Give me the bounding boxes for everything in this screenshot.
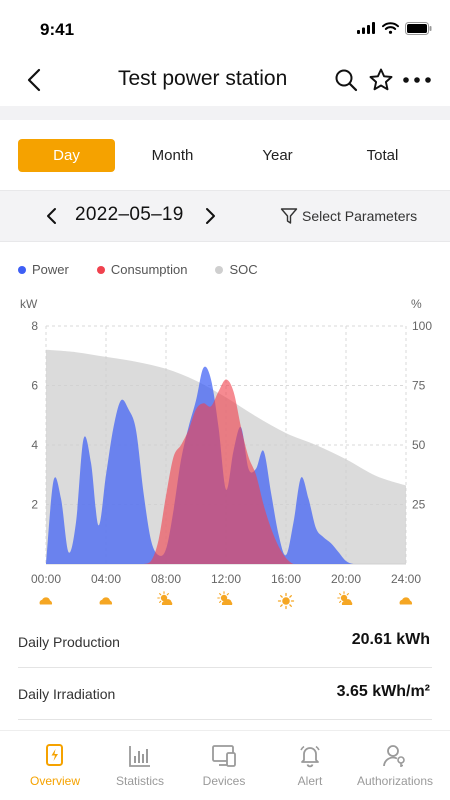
nav-overview[interactable]: Overview bbox=[10, 743, 100, 788]
filter-icon bbox=[280, 208, 298, 224]
nav-devices[interactable]: Devices bbox=[179, 743, 269, 788]
stats-list: Daily Production 20.61 kWh Daily Irradia… bbox=[18, 616, 432, 720]
legend-item-soc[interactable]: SOC bbox=[215, 262, 258, 277]
section-divider bbox=[0, 106, 450, 120]
cloudy-icon bbox=[99, 597, 113, 605]
status-icons bbox=[357, 20, 432, 36]
partly-sunny-icon bbox=[217, 591, 233, 605]
x-tick-label: 20:00 bbox=[331, 572, 361, 586]
y-right-tick-label: 50 bbox=[412, 438, 426, 452]
select-parameters-label: Select Parameters bbox=[302, 208, 418, 224]
nav-bar: Test power station bbox=[0, 54, 450, 106]
legend-label-soc: SOC bbox=[229, 262, 258, 277]
chart-legend: Power Consumption SOC bbox=[18, 262, 286, 277]
status-bar: 9:41 bbox=[0, 0, 450, 54]
stat-row-daily-irradiation: Daily Irradiation 3.65 kWh/m² bbox=[18, 668, 432, 720]
cloudy-icon bbox=[399, 597, 413, 605]
next-date-button[interactable] bbox=[200, 205, 220, 227]
more-options-icon[interactable] bbox=[402, 68, 432, 92]
sunny-icon bbox=[277, 592, 295, 610]
power-chart[interactable]: kW % 8 6 4 2 100 75 50 25 00:00 04:00 08:00 12:00 16:0… bbox=[0, 292, 450, 616]
devices-icon bbox=[212, 745, 236, 767]
x-tick-label: 24:00 bbox=[391, 572, 421, 586]
y-left-tick-label: 2 bbox=[31, 498, 38, 512]
nav-label: Overview bbox=[29, 774, 80, 788]
y-left-tick-label: 4 bbox=[31, 438, 38, 452]
tab-year[interactable]: Year bbox=[262, 147, 293, 164]
bell-icon bbox=[300, 745, 320, 768]
partly-sunny-icon bbox=[337, 591, 353, 605]
overview-icon bbox=[46, 744, 63, 766]
legend-label-power: Power bbox=[32, 262, 69, 277]
stat-row-daily-production: Daily Production 20.61 kWh bbox=[18, 616, 432, 668]
cellular-signal-icon bbox=[357, 22, 375, 34]
y-right-axis-unit: % bbox=[411, 297, 422, 311]
legend-item-consumption[interactable]: Consumption bbox=[96, 262, 188, 277]
legend-dot-consumption bbox=[96, 265, 105, 274]
y-right-tick-label: 25 bbox=[412, 498, 426, 512]
wifi-icon bbox=[382, 22, 399, 34]
select-parameters-button[interactable]: Select Parameters bbox=[280, 205, 417, 227]
stat-label: Daily Irradiation bbox=[18, 686, 116, 702]
search-icon[interactable] bbox=[334, 68, 358, 92]
period-tabs: Day Month Year Total bbox=[0, 120, 450, 190]
x-tick-label: 04:00 bbox=[91, 572, 121, 586]
y-right-tick-label: 100 bbox=[412, 319, 432, 333]
x-tick-label: 08:00 bbox=[151, 572, 181, 586]
y-left-tick-label: 8 bbox=[31, 319, 38, 333]
nav-label: Authorizations bbox=[356, 774, 434, 788]
previous-date-button[interactable] bbox=[42, 205, 62, 227]
nav-statistics[interactable]: Statistics bbox=[95, 743, 185, 788]
legend-label-consumption: Consumption bbox=[110, 262, 188, 277]
page-title: Test power station bbox=[118, 67, 288, 90]
bottom-navigation: Overview Statistics Devices Alert bbox=[0, 730, 450, 800]
nav-label: Statistics bbox=[115, 774, 164, 788]
date-selector: 2022–05–19 Select Parameters bbox=[0, 190, 450, 242]
stat-value: 3.65 kWh/m² bbox=[336, 683, 430, 700]
back-button[interactable] bbox=[20, 66, 48, 94]
y-left-axis-unit: kW bbox=[20, 297, 38, 311]
x-tick-label: 00:00 bbox=[31, 572, 61, 586]
user-key-icon bbox=[383, 745, 405, 767]
cloudy-icon bbox=[39, 597, 53, 605]
series-area-power bbox=[46, 366, 406, 564]
tab-month[interactable]: Month bbox=[151, 147, 194, 164]
tab-total[interactable]: Total bbox=[366, 147, 399, 164]
stat-value: 20.61 kWh bbox=[351, 631, 430, 648]
series-area-consumption bbox=[46, 379, 406, 564]
star-icon[interactable] bbox=[368, 67, 394, 93]
y-right-tick-label: 75 bbox=[412, 379, 426, 393]
nav-authorizations[interactable]: Authorizations bbox=[350, 743, 440, 788]
stat-label: Daily Production bbox=[18, 634, 120, 650]
nav-label: Alert bbox=[297, 774, 323, 788]
x-tick-label: 16:00 bbox=[271, 572, 301, 586]
legend-dot-soc bbox=[215, 265, 224, 274]
nav-label: Devices bbox=[202, 774, 246, 788]
battery-icon bbox=[405, 21, 432, 35]
tab-day[interactable]: Day bbox=[18, 139, 115, 172]
selected-date[interactable]: 2022–05–19 bbox=[75, 204, 184, 225]
statistics-icon bbox=[129, 746, 150, 767]
status-time: 9:41 bbox=[40, 20, 75, 39]
y-left-tick-label: 6 bbox=[31, 379, 38, 393]
legend-item-power[interactable]: Power bbox=[18, 262, 69, 277]
nav-alert[interactable]: Alert bbox=[265, 743, 355, 788]
partly-sunny-icon bbox=[157, 591, 173, 605]
x-tick-label: 12:00 bbox=[211, 572, 241, 586]
legend-dot-power bbox=[18, 265, 26, 274]
